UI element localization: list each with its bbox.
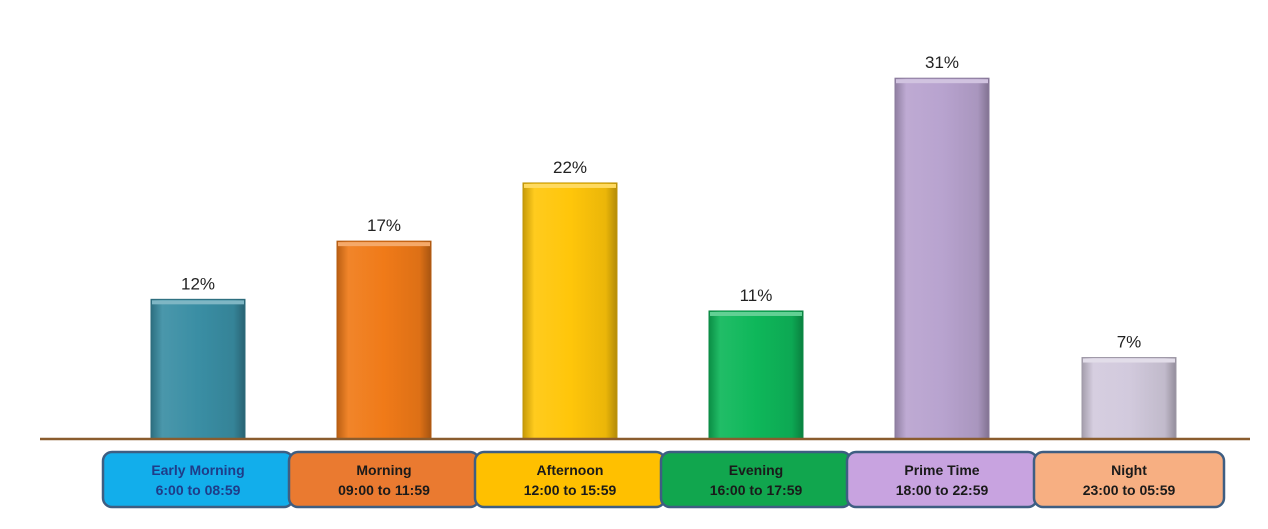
bar-morning	[336, 240, 432, 440]
value-label-morning: 17%	[367, 216, 401, 235]
category-name-early-morning: Early Morning	[151, 462, 244, 478]
value-labels-layer: 12% 17% 22% 11% 31% 7%	[181, 53, 1141, 351]
category-time-night: 23:00 to 05:59	[1083, 482, 1176, 498]
bar-evening	[708, 310, 804, 440]
category-label-night: Night 23:00 to 05:59	[1032, 450, 1226, 509]
bar-highlight-night	[1083, 358, 1175, 363]
value-label-evening: 11%	[740, 286, 773, 305]
category-label-morning: Morning 09:00 to 11:59	[287, 450, 481, 509]
category-time-early-morning: 6:00 to 08:59	[156, 482, 241, 498]
category-time-morning: 09:00 to 11:59	[338, 482, 430, 498]
category-name-night: Night	[1111, 462, 1147, 478]
bars-layer	[150, 77, 1177, 440]
category-box-evening	[659, 450, 853, 509]
bar-highlight-morning	[338, 242, 430, 247]
value-label-night: 7%	[1117, 333, 1142, 352]
value-label-afternoon: 22%	[553, 158, 587, 177]
category-box-prime-time	[845, 450, 1039, 509]
bar-night	[1081, 357, 1177, 440]
category-label-afternoon: Afternoon 12:00 to 15:59	[473, 450, 667, 509]
category-name-afternoon: Afternoon	[537, 462, 604, 478]
bar-early-morning	[150, 298, 246, 440]
category-box-afternoon	[473, 450, 667, 509]
category-box-early-morning	[101, 450, 295, 509]
category-time-evening: 16:00 to 17:59	[710, 482, 803, 498]
value-label-early-morning: 12%	[181, 274, 215, 293]
category-time-prime-time: 18:00 to 22:59	[896, 482, 989, 498]
category-name-morning: Morning	[356, 462, 411, 478]
bar-highlight-prime-time	[896, 79, 988, 84]
value-label-prime-time: 31%	[925, 53, 959, 72]
category-label-evening: Evening 16:00 to 17:59	[659, 450, 853, 509]
category-name-prime-time: Prime Time	[904, 462, 979, 478]
bar-highlight-evening	[710, 311, 802, 316]
category-box-morning	[287, 450, 481, 509]
category-label-early-morning: Early Morning 6:00 to 08:59	[101, 450, 295, 509]
bar-highlight-early-morning	[152, 300, 244, 305]
category-box-night	[1032, 450, 1226, 509]
bar-afternoon	[522, 182, 618, 440]
bar-prime-time	[894, 77, 990, 440]
category-time-afternoon: 12:00 to 15:59	[524, 482, 617, 498]
category-labels-layer: Early Morning 6:00 to 08:59 Morning 09:00 t…	[101, 450, 1226, 509]
category-name-evening: Evening	[729, 462, 783, 478]
category-label-prime-time: Prime Time 18:00 to 22:59	[845, 450, 1039, 509]
bar-highlight-afternoon	[524, 183, 616, 188]
